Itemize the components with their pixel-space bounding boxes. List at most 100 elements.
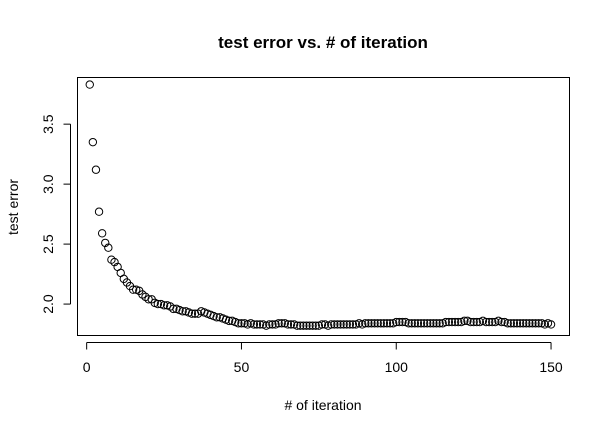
- data-point: [376, 319, 385, 328]
- data-point: [212, 313, 221, 322]
- data-point: [484, 317, 494, 327]
- data-point: [159, 301, 169, 310]
- data-point: [531, 319, 540, 328]
- data-point: [509, 319, 519, 328]
- data-point: [274, 319, 283, 328]
- data-point: [367, 319, 376, 328]
- data-point: [169, 304, 178, 314]
- data-point: [385, 319, 395, 328]
- data-point: [382, 319, 392, 328]
- data-point: [336, 320, 345, 329]
- data-point: [234, 319, 243, 328]
- plot-frame: [77, 77, 570, 336]
- data-point: [255, 320, 265, 329]
- y-tick-label: 3.5: [40, 114, 56, 134]
- data-point: [296, 321, 305, 330]
- data-point: [423, 319, 432, 328]
- data-point: [534, 319, 543, 328]
- y-tick-label: 3.0: [40, 174, 56, 194]
- data-point: [311, 321, 320, 330]
- data-point: [88, 137, 98, 147]
- data-point: [469, 317, 478, 327]
- data-point: [342, 320, 351, 329]
- x-tick-label: 50: [234, 359, 250, 375]
- y-tick-label: 2.0: [40, 294, 56, 314]
- data-point: [429, 319, 438, 328]
- x-tick-label: 150: [539, 359, 563, 375]
- data-point: [361, 319, 370, 328]
- data-point: [460, 316, 469, 326]
- data-point: [348, 320, 358, 329]
- data-point: [506, 319, 516, 328]
- data-point: [419, 319, 429, 328]
- data-point: [268, 320, 277, 329]
- data-point: [518, 319, 528, 328]
- data-point: [503, 319, 512, 328]
- data-point: [450, 317, 460, 327]
- data-point: [512, 319, 522, 328]
- chart-title: test error vs. # of iteration: [218, 33, 428, 52]
- data-point: [305, 321, 314, 330]
- data-point: [472, 317, 481, 327]
- data-point: [224, 316, 234, 326]
- x-axis-label: # of iteration: [284, 397, 361, 413]
- data-point: [249, 320, 259, 329]
- data-point: [144, 295, 153, 304]
- data-point: [416, 319, 426, 328]
- x-axis: 0 50 100 150: [83, 342, 563, 375]
- data-point: [91, 165, 101, 174]
- data-point: [265, 320, 274, 329]
- data-point: [432, 319, 441, 328]
- data-point: [97, 229, 107, 238]
- y-tick-label: 2.5: [40, 234, 56, 254]
- data-point: [525, 319, 534, 328]
- data-point: [435, 319, 444, 328]
- data-point: [407, 319, 416, 328]
- data-point: [410, 319, 420, 328]
- data-point: [398, 317, 407, 327]
- data-point: [395, 317, 404, 327]
- data-point: [327, 320, 336, 329]
- data-point: [413, 319, 423, 328]
- data-point: [370, 319, 379, 328]
- data-point: [187, 309, 197, 318]
- data-point: [392, 317, 401, 327]
- data-point: [333, 320, 342, 329]
- y-axis-label: test error: [5, 179, 21, 235]
- data-point: [237, 319, 246, 328]
- data-point: [546, 320, 556, 329]
- data-point: [515, 319, 525, 328]
- data-point: [481, 317, 491, 327]
- data-point: [441, 317, 450, 327]
- data-points: [85, 80, 556, 330]
- data-point: [286, 320, 296, 329]
- data-point: [252, 320, 262, 329]
- data-point: [85, 80, 94, 89]
- data-point: [317, 320, 327, 329]
- x-tick-label: 100: [385, 359, 409, 375]
- data-point: [373, 319, 382, 328]
- data-point: [364, 319, 373, 328]
- data-point: [453, 317, 463, 327]
- data-point: [379, 319, 389, 328]
- data-point: [94, 207, 104, 216]
- data-point: [497, 317, 506, 327]
- data-point: [178, 307, 187, 316]
- data-point: [277, 319, 286, 328]
- y-axis: 2.0 2.5 3.0 3.5: [40, 114, 71, 314]
- data-point: [528, 319, 537, 328]
- data-point: [426, 319, 435, 328]
- data-point: [292, 321, 302, 330]
- data-point: [104, 243, 113, 252]
- data-point: [404, 319, 413, 328]
- data-point: [153, 299, 163, 309]
- data-point: [302, 321, 311, 330]
- data-point: [488, 317, 497, 327]
- data-point: [345, 320, 355, 329]
- data-point: [330, 320, 339, 329]
- data-point: [522, 319, 531, 328]
- data-point: [447, 317, 457, 327]
- data-point: [444, 317, 454, 327]
